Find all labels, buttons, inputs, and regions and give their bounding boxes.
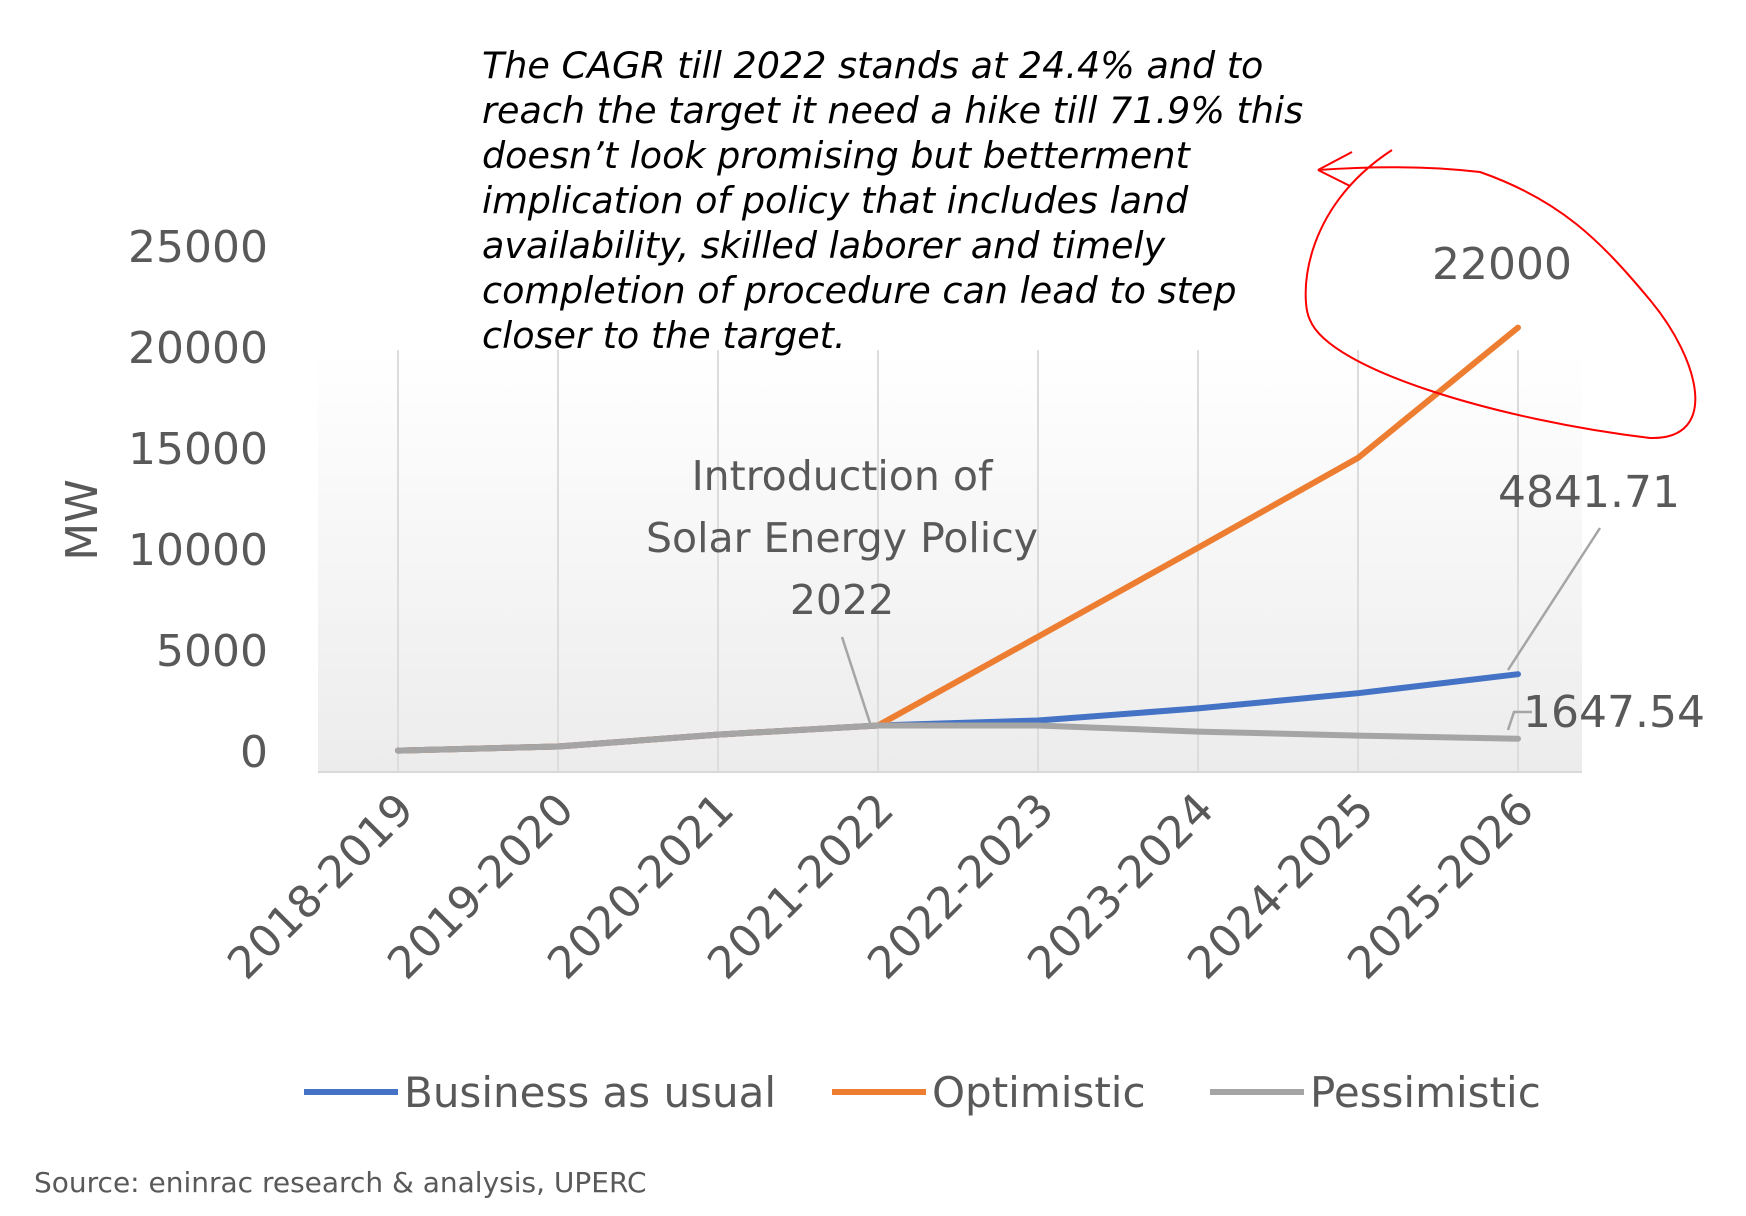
y-axis-title: MW: [57, 479, 108, 560]
red-arrowhead: [1317, 151, 1353, 187]
y-tick-label: 15000: [128, 424, 268, 475]
policy-label-line: 2022: [790, 576, 894, 624]
legend-label-business-as-usual: Business as usual: [404, 1068, 776, 1117]
data-label-leader-line: [1506, 527, 1602, 671]
policy-label-line: Solar Energy Policy: [646, 514, 1038, 562]
note-line: implication of policy that includes land: [482, 179, 1189, 222]
y-tick-label: 20000: [128, 323, 268, 374]
series-line-pessimistic: [395, 722, 1521, 754]
legend: Business as usual Optimistic Pessimistic: [304, 1068, 1541, 1117]
data-label-optimistic-end: 22000: [1432, 239, 1572, 290]
policy-annotation: Introduction of Solar Energy Policy 2022: [646, 452, 1038, 724]
gridlines: [397, 350, 1519, 772]
note-line: availability, skilled laborer and timely: [482, 224, 1167, 267]
note-line: completion of procedure can lead to step: [482, 269, 1237, 312]
note-line: closer to the target.: [482, 314, 846, 357]
data-label-leader-line: [1506, 710, 1532, 731]
data-label-pessimistic-end: 1647.54: [1523, 687, 1705, 738]
legend-label-pessimistic: Pessimistic: [1310, 1068, 1541, 1117]
note-line: reach the target it need a hike till 71.…: [482, 89, 1303, 132]
x-tick-labels: 2018-20192019-20202020-20212021-20222022…: [218, 784, 1544, 990]
y-tick-labels: 25000 20000 15000 10000 5000 0: [128, 222, 268, 778]
handdrawn-red-circle-arrow: [1304, 149, 1697, 440]
y-tick-label: 10000: [128, 525, 268, 576]
data-labels: 22000 4841.71 1647.54: [1432, 239, 1705, 738]
data-label-bau-end: 4841.71: [1498, 467, 1680, 518]
source-note: Source: eninrac research & analysis, UPE…: [34, 1166, 647, 1199]
y-tick-label: 5000: [156, 626, 268, 677]
cagr-note: The CAGR till 2022 stands at 24.4% and t…: [482, 44, 1303, 357]
y-tick-label: 25000: [128, 222, 268, 273]
note-line: The CAGR till 2022 stands at 24.4% and t…: [482, 44, 1263, 87]
policy-label-line: Introduction of: [692, 452, 994, 500]
legend-label-optimistic: Optimistic: [932, 1068, 1146, 1117]
plot-area: [318, 350, 1582, 772]
series-lines: [395, 324, 1521, 754]
policy-leader-line: [840, 636, 872, 724]
y-tick-label: 0: [240, 727, 268, 778]
note-line: doesn’t look promising but betterment: [482, 134, 1192, 177]
red-circle-stroke: [1304, 149, 1697, 440]
